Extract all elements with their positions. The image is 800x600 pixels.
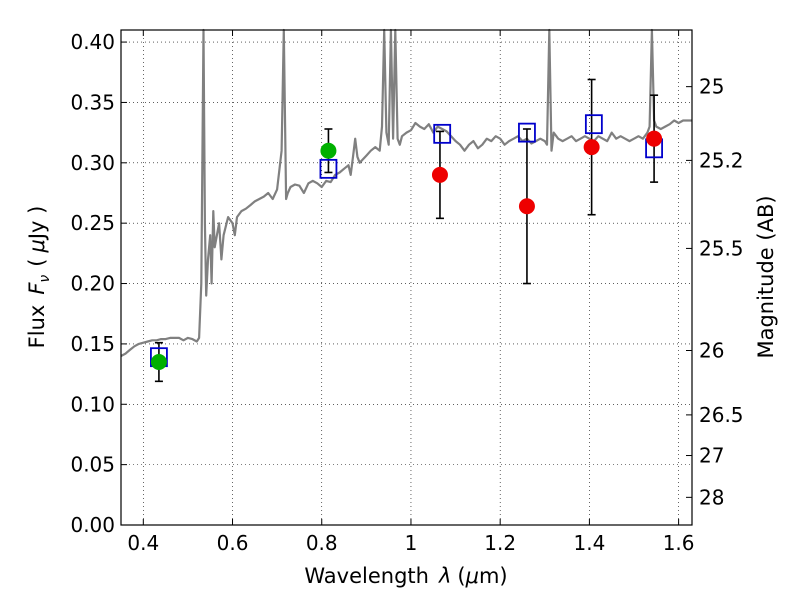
y2-tick-label: 25.5 (699, 236, 744, 260)
observed-point-red (583, 139, 600, 156)
observed-point-red (518, 198, 535, 215)
x-tick-label: 0.4 (127, 531, 159, 555)
y2-axis-label: Magnitude (AB) (754, 195, 778, 358)
y2-tick-label: 25 (699, 75, 724, 99)
y-tick-label: 0.00 (70, 513, 115, 537)
model-square-marker (584, 114, 603, 135)
y-tick-label: 0.35 (70, 90, 115, 114)
plot-frame (120, 29, 693, 526)
grid-lines (121, 30, 692, 526)
model-square-marker (319, 158, 338, 179)
x-tick-label: 0.8 (306, 531, 338, 555)
x-tick-label: 1.2 (484, 531, 516, 555)
model-square-marker (518, 122, 536, 143)
y2-tick-label: 26.5 (699, 403, 744, 427)
tick-labels: 0.4 0.6 0.8 1 1.2 1.4 1.6 0.00 0.05 0.10 0.15 0.20 0… (70, 30, 743, 555)
y-tick-label: 0.20 (70, 272, 115, 296)
observed-point-green (150, 354, 167, 371)
data-markers (150, 114, 663, 371)
x-axis-label: Wavelength λ (μm) (304, 564, 507, 588)
y2-tick-label: 28 (699, 485, 724, 509)
x-tick-label: 1.6 (663, 531, 695, 555)
observed-point-red (431, 166, 448, 183)
y2-tick-label: 27 (699, 444, 724, 468)
spectrum-line (120, 28, 692, 357)
y-tick-label: 0.10 (70, 392, 115, 416)
observed-point-red (646, 130, 663, 147)
x-tick-label: 0.6 (217, 531, 249, 555)
y-tick-label: 0.15 (70, 332, 115, 356)
y-axis-label: FluxFν(μJy ) (25, 206, 53, 349)
y-tick-label: 0.40 (70, 30, 115, 54)
observed-point-green (320, 142, 337, 159)
axis-ticks (121, 30, 692, 526)
error-bars (154, 78, 659, 383)
model-square-marker (433, 123, 452, 144)
y-tick-label: 0.30 (70, 151, 115, 175)
y-tick-label: 0.05 (70, 453, 115, 477)
x-tick-label: 1.4 (573, 531, 605, 555)
y2-tick-label: 25.2 (699, 148, 744, 172)
spectrum-series (120, 28, 692, 357)
x-tick-label: 1 (405, 531, 418, 555)
y-tick-label: 0.25 (70, 211, 115, 235)
y2-tick-label: 26 (699, 338, 724, 362)
